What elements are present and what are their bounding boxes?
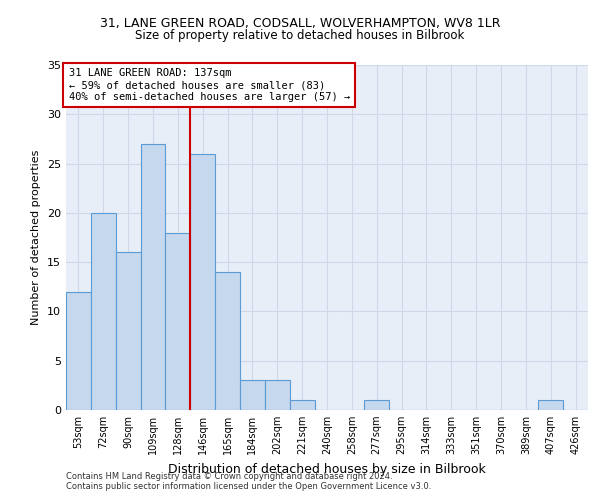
Text: Contains public sector information licensed under the Open Government Licence v3: Contains public sector information licen… [66, 482, 431, 491]
Y-axis label: Number of detached properties: Number of detached properties [31, 150, 41, 325]
Bar [166, 232, 190, 410]
Bar [116, 252, 140, 410]
Bar [240, 380, 265, 410]
Bar [190, 154, 215, 410]
Text: Contains HM Land Registry data © Crown copyright and database right 2024.: Contains HM Land Registry data © Crown c… [66, 472, 392, 481]
Bar [91, 213, 116, 410]
Bar [364, 400, 389, 410]
Bar [140, 144, 166, 410]
X-axis label: Distribution of detached houses by size in Bilbrook: Distribution of detached houses by size … [168, 462, 486, 475]
Text: 31, LANE GREEN ROAD, CODSALL, WOLVERHAMPTON, WV8 1LR: 31, LANE GREEN ROAD, CODSALL, WOLVERHAMP… [100, 18, 500, 30]
Text: 31 LANE GREEN ROAD: 137sqm
← 59% of detached houses are smaller (83)
40% of semi: 31 LANE GREEN ROAD: 137sqm ← 59% of deta… [68, 68, 350, 102]
Text: Size of property relative to detached houses in Bilbrook: Size of property relative to detached ho… [136, 29, 464, 42]
Bar [538, 400, 563, 410]
Bar [290, 400, 314, 410]
Bar [265, 380, 290, 410]
Bar [215, 272, 240, 410]
Bar [66, 292, 91, 410]
